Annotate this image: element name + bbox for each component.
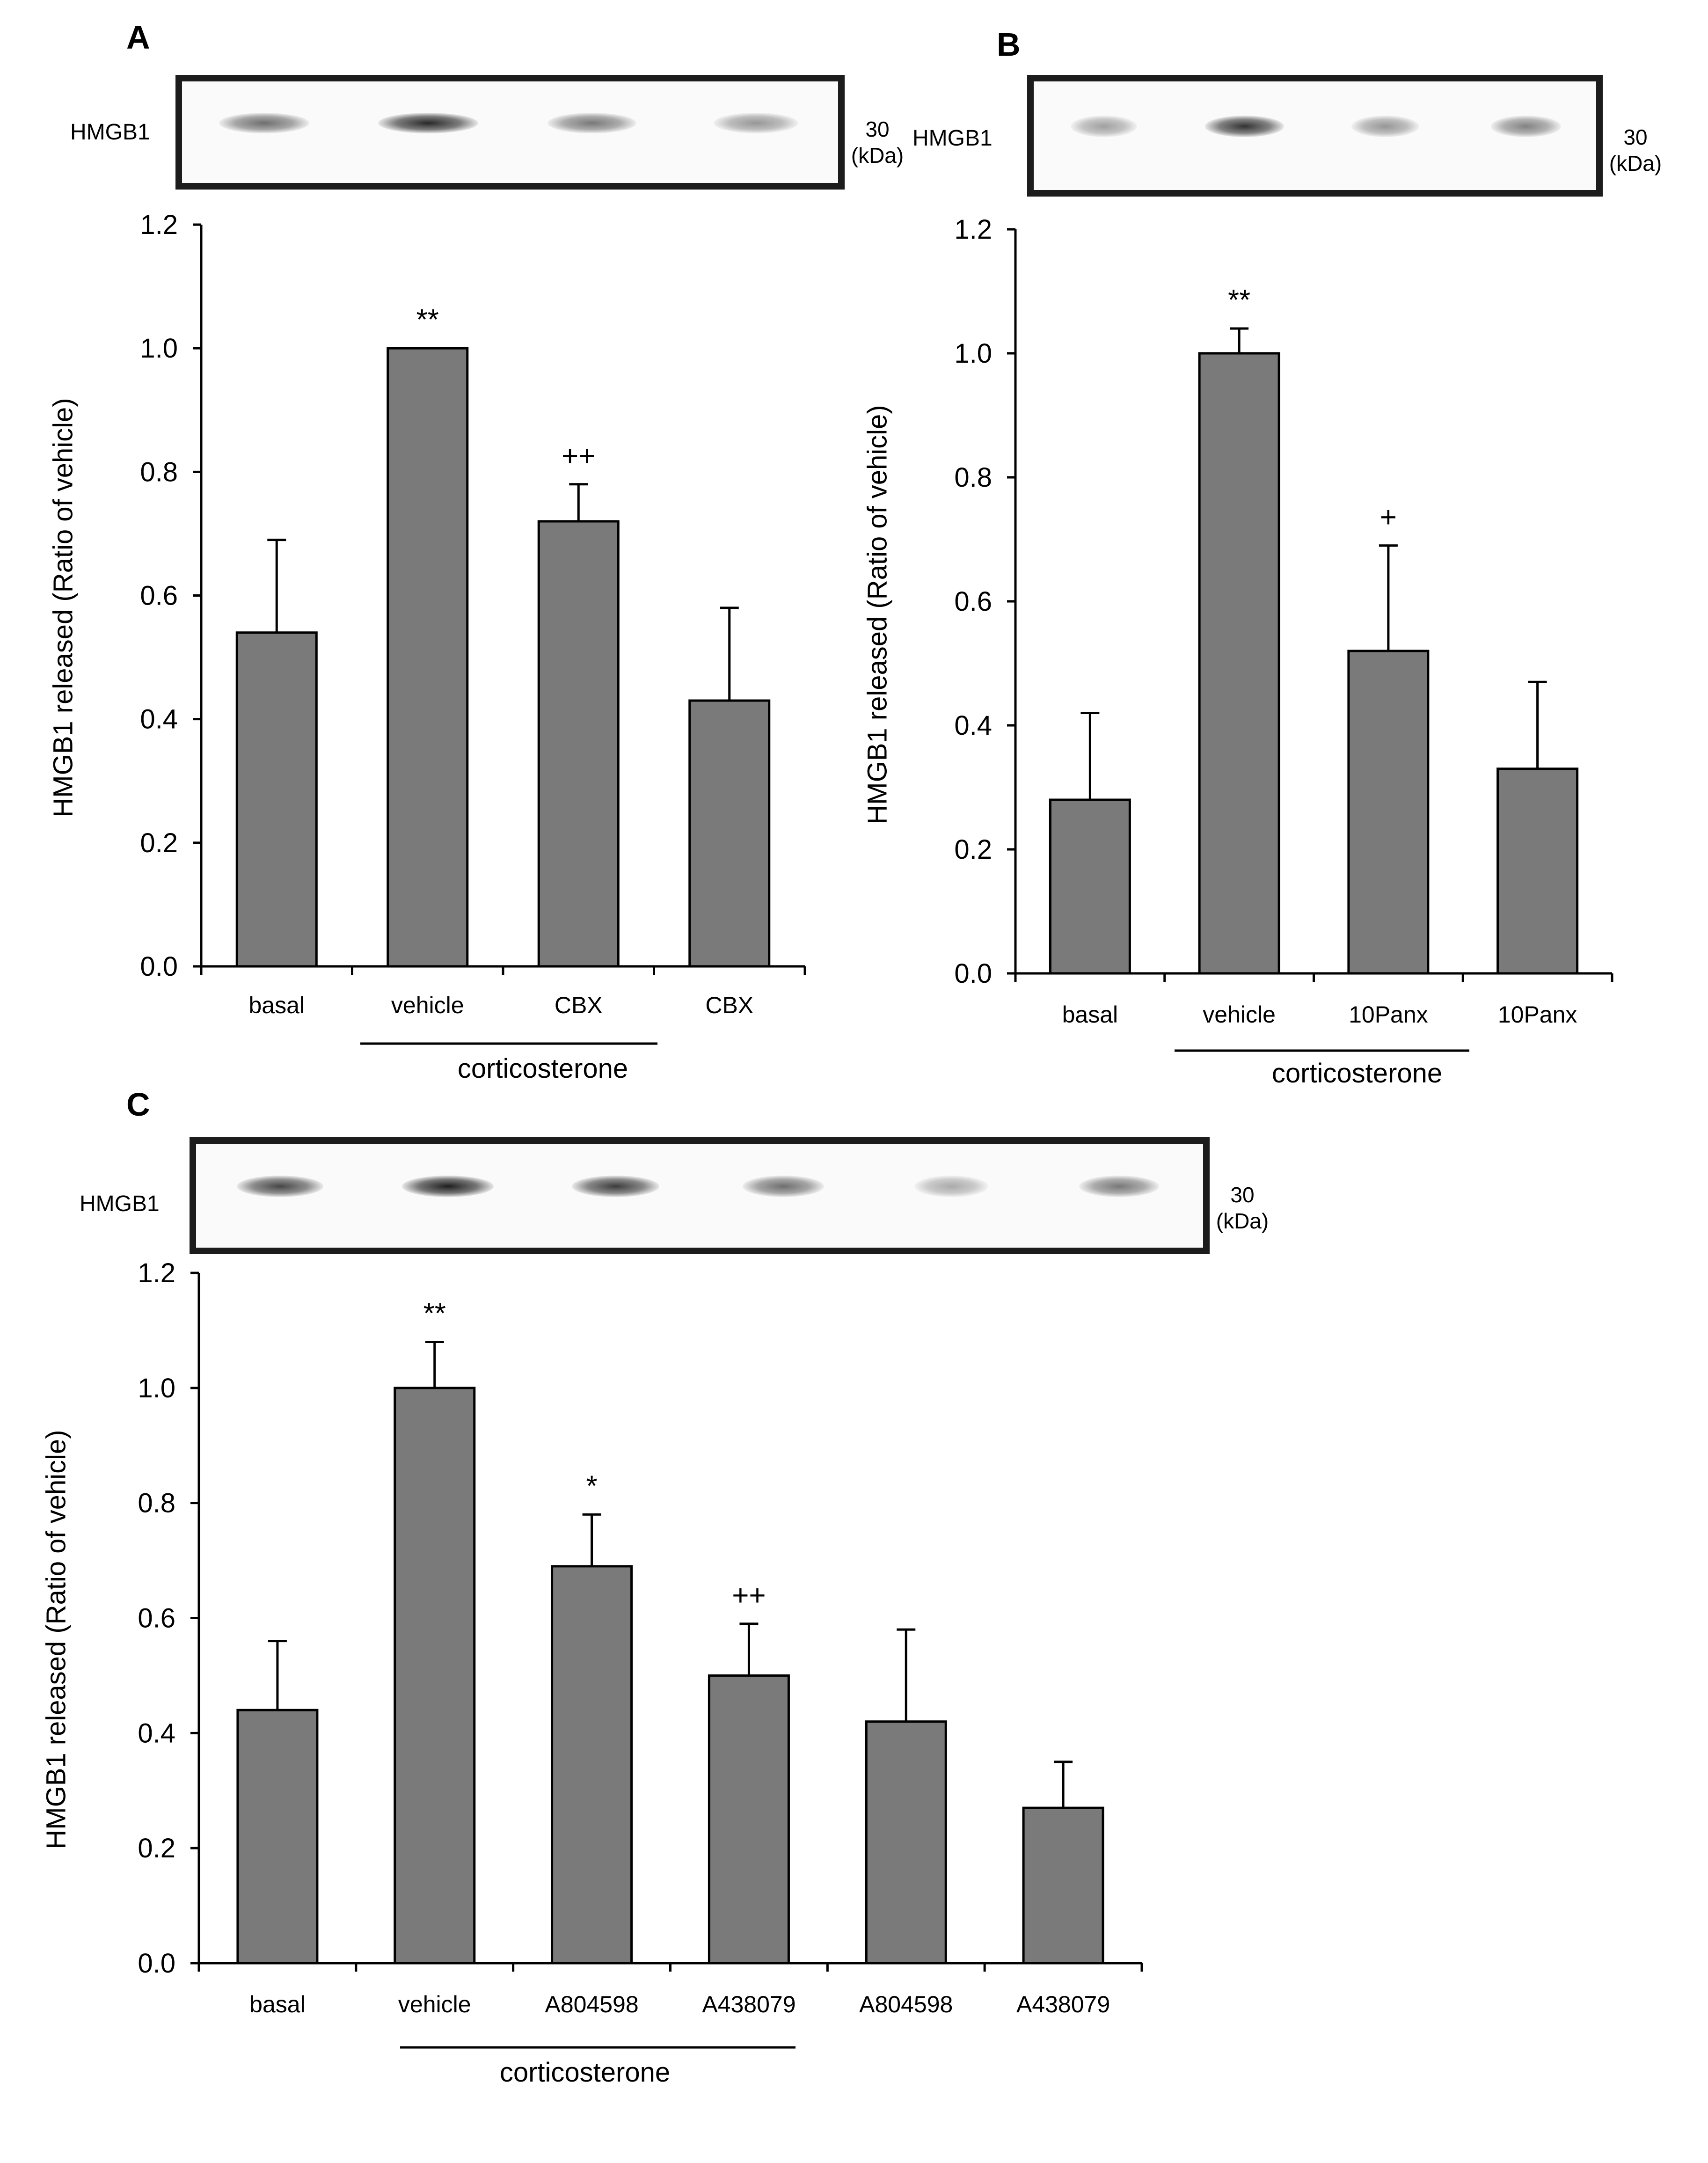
panel-b-blot-band-2 — [1205, 116, 1285, 137]
panel-b-significance-2: ** — [1228, 284, 1250, 316]
panel-a-bar-2 — [387, 347, 469, 968]
panel-a-category-label-1: basal — [248, 992, 305, 1018]
panel-b-marker-unit: (kDa) — [1609, 151, 1662, 175]
panel-c-y-tick-label: 0.6 — [138, 1603, 175, 1634]
panel-a-y-tick-label: 0.2 — [140, 828, 178, 858]
panel-b-blot-protein-label: HMGB1 — [912, 126, 993, 151]
panel-c-marker-unit: (kDa) — [1216, 1209, 1269, 1233]
panel-b-y-tick-label: 1.2 — [954, 214, 992, 245]
panel-c-label: C — [126, 1086, 150, 1123]
panel-c-y-tick-label: 1.2 — [138, 1258, 175, 1288]
panel-a-blot-protein-label: HMGB1 — [70, 120, 150, 145]
panel-a-blot-band-3 — [547, 112, 637, 133]
panel-b-y-tick-label: 0.8 — [954, 462, 992, 493]
panel-a-label: A — [126, 19, 150, 56]
panel-b-category-label-2: vehicle — [1203, 1001, 1276, 1028]
panel-c-blot-band-4 — [743, 1176, 825, 1197]
panel-a-group-label: corticosterone — [457, 1053, 628, 1084]
panel-c-group-label: corticosterone — [499, 2057, 671, 2088]
panel-b-y-tick-label: 0.0 — [954, 958, 992, 989]
panel-a-y-tick-label: 1.2 — [140, 210, 178, 240]
panel-c-bar-2 — [394, 1387, 476, 1965]
panel-b-significance-3: + — [1380, 501, 1397, 533]
panel-c-y-tick-label: 0.4 — [138, 1718, 175, 1748]
panel-c-bar-5 — [865, 1720, 947, 1965]
panel-c-category-label-5: A804598 — [859, 1991, 953, 2017]
panel-c-significance-2: ** — [423, 1298, 446, 1330]
panel-a-blot-marker: 30 (kDa) — [849, 116, 905, 168]
panel-b-category-label-4: 10Panx — [1498, 1001, 1577, 1028]
panel-a-significance-2: ** — [416, 304, 439, 336]
panel-b-bar-3 — [1347, 650, 1430, 975]
panel-c-category-label-1: basal — [249, 1991, 306, 2017]
panel-b-category-label-3: 10Panx — [1349, 1001, 1428, 1028]
panel-a-y-tick-label: 0.6 — [140, 581, 178, 611]
panel-c-bar-6 — [1022, 1806, 1104, 1965]
panel-a-y-tick-label: 0.4 — [140, 704, 178, 735]
panel-c-western-blot — [190, 1137, 1210, 1254]
panel-c-significance-4: ++ — [732, 1579, 766, 1612]
panel-c-blot-protein-label: HMGB1 — [80, 1191, 160, 1216]
panel-b-blot-marker: 30 (kDa) — [1605, 124, 1666, 176]
panel-c-bar-3 — [551, 1565, 633, 1965]
panel-c-category-label-4: A438079 — [702, 1991, 796, 2017]
panel-c-category-label-3: A804598 — [545, 1991, 638, 2017]
panel-a-y-tick-label: 0.8 — [140, 457, 178, 487]
panel-c-marker-size: 30 — [1230, 1183, 1255, 1207]
panel-c-blot-band-1 — [237, 1176, 323, 1197]
panel-a-western-blot — [175, 75, 845, 190]
panel-c-y-tick-label: 0.0 — [138, 1948, 175, 1979]
panel-a-marker-size: 30 — [865, 117, 890, 141]
panel-a-category-label-4: CBX — [705, 992, 753, 1018]
panel-b-category-label-1: basal — [1062, 1001, 1118, 1028]
panel-c-category-label-2: vehicle — [398, 1991, 471, 2017]
panel-a-blot-band-2 — [378, 112, 478, 133]
panel-c-blot-band-2 — [402, 1176, 494, 1197]
panel-a-blot-band-1 — [219, 112, 309, 133]
panel-a-significance-3: ++ — [562, 440, 595, 472]
panel-c-blot-band-6 — [1079, 1176, 1160, 1197]
panel-c-blot-band-5 — [914, 1176, 988, 1197]
panel-b-western-blot — [1027, 75, 1603, 197]
panel-b-y-tick-label: 0.6 — [954, 586, 992, 617]
panel-c-y-tick-label: 1.0 — [138, 1373, 175, 1403]
panel-a-category-label-3: CBX — [555, 992, 603, 1018]
panel-c-bar-4 — [708, 1674, 790, 1965]
panel-b-y-tick-label: 0.4 — [954, 710, 992, 741]
panel-b-y-tick-label: 1.0 — [954, 338, 992, 369]
panel-c-y-tick-label: 0.8 — [138, 1488, 175, 1519]
panel-c-y-tick-label: 0.2 — [138, 1833, 175, 1863]
panel-c-category-label-6: A438079 — [1016, 1991, 1110, 2017]
panel-b-label: B — [997, 26, 1021, 63]
panel-c-blot-marker: 30 (kDa) — [1212, 1182, 1273, 1234]
panel-b-marker-size: 30 — [1623, 125, 1648, 149]
panel-b-group-label: corticosterone — [1271, 1058, 1443, 1089]
panel-b-blot-band-1 — [1071, 116, 1138, 137]
panel-a-bar-3 — [537, 520, 620, 968]
panel-b-blot-band-4 — [1490, 116, 1561, 137]
panel-a-marker-unit: (kDa) — [851, 143, 904, 168]
panel-c-significance-3: * — [586, 1470, 598, 1502]
panel-b-y-tick-label: 0.2 — [954, 834, 992, 865]
panel-a-blot-band-4 — [714, 112, 799, 133]
panel-c-bar-1 — [236, 1709, 319, 1965]
panel-a-category-label-2: vehicle — [391, 992, 464, 1018]
panel-c-blot-band-3 — [572, 1176, 660, 1197]
panel-b-blot-band-3 — [1351, 116, 1419, 137]
panel-a-y-tick-label: 1.0 — [140, 333, 178, 364]
panel-a-y-tick-label: 0.0 — [140, 951, 178, 982]
